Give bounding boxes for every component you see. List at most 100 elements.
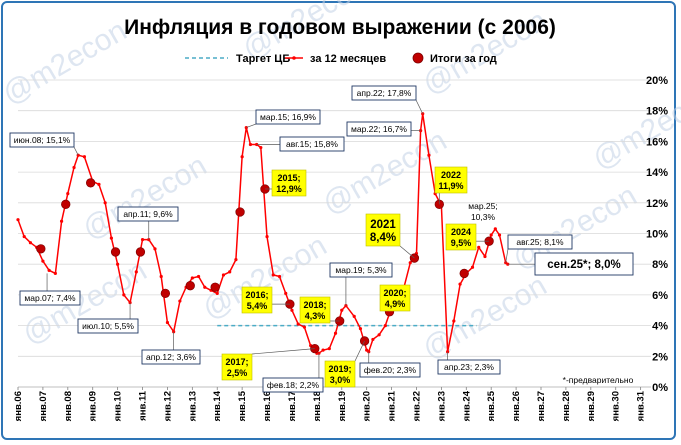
series-point <box>259 145 263 150</box>
series-point <box>470 265 475 269</box>
legend-series-marker <box>292 56 296 60</box>
legend-series-label: за 12 месяцев <box>310 53 386 65</box>
x-tick-label: янв.29 <box>586 391 597 421</box>
annotation-box <box>507 234 573 250</box>
annotation-a3: июл.10; 5,5% <box>77 302 139 334</box>
annotation-box <box>534 252 634 276</box>
annotation-text: мар.25; <box>468 201 497 211</box>
annotation-y6: 2020;4,9% <box>379 284 411 312</box>
annotation-a2: мар.07; 7,4% <box>19 273 81 306</box>
annotation-a13: апр.23; 2,3% <box>437 351 501 375</box>
annotation-box <box>77 318 139 334</box>
x-tick-label: янв.30 <box>611 391 622 421</box>
annotation-text: фев.18; 2,2% <box>267 380 320 390</box>
x-tick-label: янв.11 <box>138 390 149 421</box>
series-point <box>22 234 26 239</box>
annotation-box <box>346 121 412 137</box>
series-point <box>215 291 219 295</box>
x-axis: янв.06 янв.07 янв.08 янв.09 янв.10 янв.11 янв.… <box>13 387 647 421</box>
annotation-box <box>324 360 356 388</box>
annotation-text: 2020; <box>383 288 406 298</box>
annotation-box <box>262 377 324 393</box>
annotation-box <box>299 296 331 324</box>
x-tick-label: янв.17 <box>287 391 298 421</box>
series-point <box>408 261 412 265</box>
grid <box>18 79 651 388</box>
series-point <box>477 245 481 249</box>
annotation-text-2: 10,3% <box>471 212 496 222</box>
annual-marker <box>185 281 195 291</box>
series-point <box>178 299 182 303</box>
annual-marker <box>409 253 420 263</box>
annotation-a11: апр.22; 17,8% <box>351 85 424 114</box>
series-point <box>327 347 331 351</box>
series-point <box>296 322 300 326</box>
x-tick-label: янв.07 <box>38 391 49 421</box>
annotation-leader <box>399 245 415 259</box>
x-tick-label: янв.15 <box>237 390 248 421</box>
series-point <box>140 238 145 242</box>
annotation-text: мар.19; 5,3% <box>335 265 387 275</box>
annotation-y5: 2019;3,0% <box>324 340 365 388</box>
legend-target-label: Таргет ЦБ <box>236 53 290 65</box>
annotation-leader <box>251 348 315 355</box>
annual-marker <box>210 282 220 292</box>
annual-marker <box>235 207 245 217</box>
series-point <box>134 270 138 274</box>
annotation-y2: 2016;5,4% <box>241 286 290 314</box>
series-point <box>302 325 307 329</box>
series-point <box>228 270 232 274</box>
annotation-box <box>351 85 417 101</box>
annual-marker <box>160 288 171 299</box>
x-tick-label: янв.24 <box>461 390 472 421</box>
x-tick-label: янв.08 <box>63 391 74 421</box>
annotation-box <box>437 359 501 375</box>
annotation-text: апр.11; 9,6% <box>123 209 173 219</box>
series-point <box>489 233 493 237</box>
series-point <box>265 234 269 239</box>
chart-title: Инфляция в годовом выражении (с 2006) <box>124 16 556 39</box>
annotation-a12: мар.22; 16,7% <box>346 121 421 137</box>
x-tick-label: янв.27 <box>536 391 547 421</box>
annotation-y3: 2017;2,5% <box>221 348 315 381</box>
annotation-text: апр.23; 2,3% <box>444 362 494 372</box>
series-point <box>16 218 20 222</box>
series-point <box>190 276 194 280</box>
x-tick-label: янв.16 <box>262 391 273 421</box>
annotation-text-2: 12,9% <box>276 184 302 194</box>
annotation-text: 2018; <box>303 300 326 310</box>
annotation-text: 2022 <box>441 170 461 180</box>
annotation-text: сен.25*; 8,0% <box>547 259 620 271</box>
y-axis: 0% 2% 4% 6% 8% 10% 12% 14% 16% 18% 20% <box>646 75 668 394</box>
legend: Таргет ЦБ за 12 месяцев Итоги за год <box>185 52 497 65</box>
series-point <box>352 314 356 318</box>
annotation-leader <box>415 99 424 114</box>
series-point <box>221 273 226 277</box>
series-point <box>66 191 70 196</box>
annotation-layer: июн.08; 15,1% мар.07; 7,4% июл.10; 5,5% апр… <box>9 85 634 393</box>
x-tick-label: янв.12 <box>162 391 173 421</box>
annotation-box <box>445 223 477 251</box>
annotation-y4: 2018;4,3% <box>299 296 340 324</box>
annual-marker <box>110 247 121 257</box>
series-point <box>153 247 157 251</box>
annual-marker <box>61 199 71 209</box>
series-point <box>203 285 207 289</box>
series-point <box>271 273 275 277</box>
annotation-a6: мар.15; 16,9% <box>246 109 321 128</box>
annual-marker <box>459 268 469 279</box>
annotation-text-2: 9,5% <box>451 238 472 248</box>
series-point <box>82 155 87 159</box>
legend-annual-marker <box>412 52 424 64</box>
x-tick-label: янв.13 <box>187 391 198 421</box>
x-tick-label: янв.22 <box>411 391 422 421</box>
series-point <box>234 257 238 262</box>
series-point <box>358 327 363 331</box>
series-point <box>159 274 163 279</box>
annotation-box <box>434 166 468 194</box>
annotation-text: июн.08; 15,1% <box>14 135 71 145</box>
watermark-text: @m2econ <box>0 14 132 111</box>
annotation-leader <box>505 248 509 263</box>
